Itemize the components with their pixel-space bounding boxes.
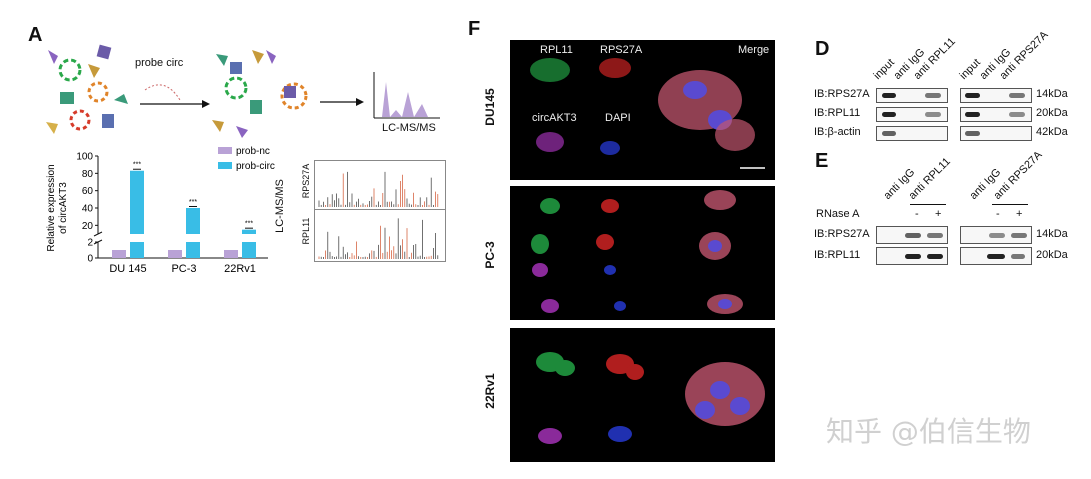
blot-d-rps27a-right [960, 88, 1032, 103]
panel-f-letter: F [468, 18, 481, 40]
axis-break-upper [93, 231, 103, 237]
channel-label-rps27a: RPS27A [600, 44, 643, 56]
channel-label-circakt3: circAKT3 [532, 112, 577, 124]
x-tick-label: DU 145 [109, 263, 146, 275]
rnase-sign-3: - [996, 208, 1000, 220]
significance-label: *** [133, 162, 141, 169]
rnase-sign-1: - [915, 208, 919, 220]
y-tick-label: 40 [82, 204, 94, 215]
spectrum-icon [373, 72, 440, 119]
lcms-arrow-icon [320, 98, 364, 106]
size-20kda-d: 20kDa [1036, 107, 1068, 119]
molecule-cluster-left [46, 44, 128, 134]
bar-prob-nc-1 [168, 250, 182, 258]
micrograph-du145: RPL11 RPS27A Merge circAKT3 DAPI [510, 40, 775, 180]
y-tick-label: 100 [76, 152, 93, 163]
blot-d-rps27a-left [876, 88, 948, 103]
x-tick-label: 22Rv1 [224, 263, 256, 275]
channel-label-dapi: DAPI [605, 112, 631, 124]
size-20kda-e: 20kDa [1036, 249, 1068, 261]
size-14kda-e: 14kDa [1036, 228, 1068, 240]
y-tick-label: 2 [87, 238, 93, 249]
divider-e-left [910, 204, 946, 205]
spectrum-label-rps27a: RPS27A [301, 163, 311, 199]
lane-label-input-left: input [871, 56, 897, 82]
channel-label-rpl11: RPL11 [540, 44, 573, 56]
blot-e-rpl11-left [876, 247, 948, 265]
blot-d-rpl11-left [876, 107, 948, 122]
micrograph-pc3 [510, 186, 775, 320]
lcms-label: LC-MS/MS [382, 122, 436, 134]
y-tick-label: 60 [82, 186, 94, 197]
ib-label-rpl11-d: IB:RPL11 [814, 107, 861, 119]
chart-ylabel: Relative expressionof circAKT3 [46, 164, 69, 251]
lane-label-rpl11-e: anti RPL11 [906, 155, 953, 202]
ib-label-rps27a-d: IB:RPS27A [814, 88, 870, 100]
spectra-plot [318, 171, 439, 259]
y-tick-label: 80 [82, 169, 94, 180]
bar-prob-nc-2 [224, 250, 238, 258]
x-tick-label: PC-3 [171, 263, 196, 275]
bar-prob-circ-1 [186, 208, 200, 234]
micrograph-22rv1 [510, 328, 775, 462]
molecule-cluster-right [212, 50, 308, 138]
bar-prob-circ-lower-1 [186, 242, 200, 258]
watermark: 知乎 @伯信生物 [826, 415, 1031, 448]
legend-label-prob-circ: prob-circ [236, 161, 275, 172]
legend-swatch-prob-nc [218, 147, 232, 154]
significance-label: *** [189, 199, 197, 206]
row-label-22rv1: 22Rv1 [483, 373, 497, 409]
blot-d-rpl11-right [960, 107, 1032, 122]
rnase-sign-4: + [1016, 208, 1023, 220]
panel-a-letter: A [28, 24, 43, 46]
bar-prob-nc-0 [112, 250, 126, 258]
significance-label: *** [245, 221, 253, 228]
ib-label-actin-d: IB:β-actin [814, 126, 861, 138]
blot-e-rpl11-right [960, 247, 1032, 265]
probe-arrow-icon [140, 84, 210, 108]
blot-e-rps27a-left [876, 226, 948, 244]
panel-e-letter: E [815, 150, 829, 172]
bar-prob-circ-2 [242, 229, 256, 234]
rnase-sign-2: + [935, 208, 942, 220]
y-tick-label: 20 [82, 221, 94, 232]
bar-prob-circ-0 [130, 170, 144, 234]
ib-label-rpl11-e: IB:RPL11 [814, 249, 861, 261]
row-label-pc3: PC-3 [483, 241, 497, 269]
panel-d-letter: D [815, 38, 830, 60]
blot-d-actin-right [960, 126, 1032, 141]
legend-label-prob-nc: prob-nc [236, 146, 270, 157]
channel-label-merge: Merge [738, 44, 770, 56]
size-14kda-d: 14kDa [1036, 88, 1068, 100]
rnase-label: RNase A [816, 208, 860, 220]
spectra-box [314, 160, 446, 262]
ib-label-rps27a-e: IB:RPS27A [814, 228, 870, 240]
legend-swatch-prob-circ [218, 162, 232, 169]
bar-chart: Relative expressionof circAKT3 100 80 60 40 2… [46, 146, 275, 275]
size-42kda-d: 42kDa [1036, 126, 1068, 138]
bar-prob-circ-lower-0 [130, 242, 144, 258]
row-label-du145: DU145 [483, 88, 497, 126]
divider-e-right [992, 204, 1028, 205]
y-tick-label: 0 [87, 254, 93, 265]
spectrum-label-rpl11: RPL11 [301, 217, 311, 245]
lcms-vertical-label: LC-MS/MS [274, 179, 286, 233]
lane-label-input-right: input [957, 56, 983, 82]
probe-circ-label: probe circ [135, 57, 184, 69]
blot-d-actin-left [876, 126, 948, 141]
blot-e-rps27a-right [960, 226, 1032, 244]
bar-prob-circ-lower-2 [242, 242, 256, 258]
